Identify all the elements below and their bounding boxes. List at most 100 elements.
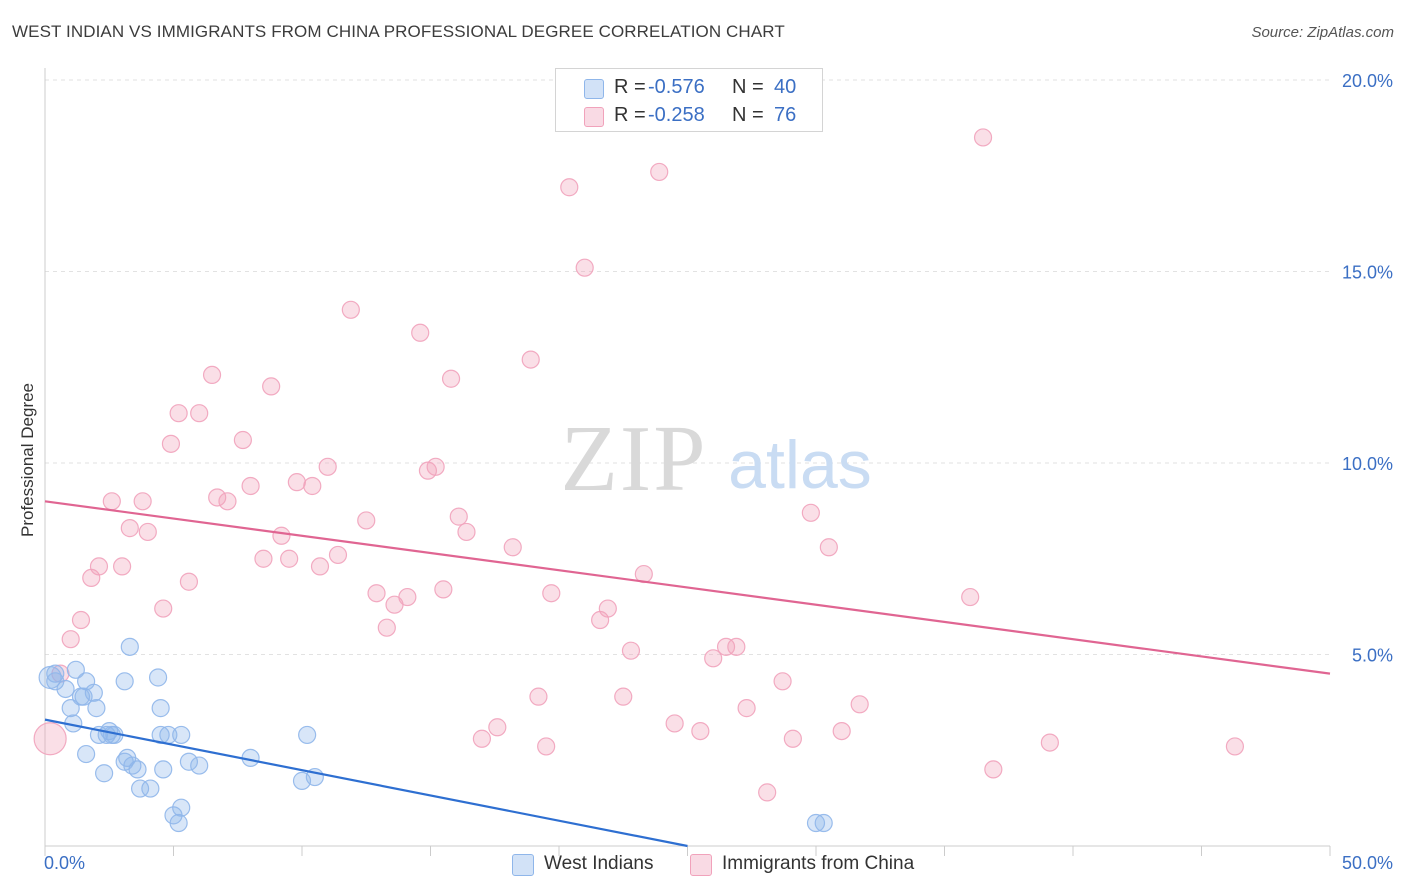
point-china xyxy=(161,434,181,453)
point-china xyxy=(819,538,838,557)
point-china xyxy=(254,549,273,568)
point-china xyxy=(598,599,617,618)
point-china xyxy=(614,687,633,706)
legend-n-value: 40 xyxy=(774,76,797,98)
point-china xyxy=(1225,737,1245,756)
point-china xyxy=(154,599,173,618)
point-west-indians xyxy=(190,756,209,775)
point-west-indians xyxy=(84,683,103,702)
trend-lines xyxy=(44,500,1331,848)
point-west-indians xyxy=(172,798,191,817)
trend-line-china xyxy=(44,500,1331,675)
point-west-indians xyxy=(298,725,317,745)
point-china xyxy=(621,641,641,660)
series-name-west-indians: West Indians xyxy=(544,853,654,874)
x-tick-label-max: 50.0% xyxy=(1342,853,1393,873)
legend-n-label: N = xyxy=(732,104,764,126)
point-china xyxy=(665,714,684,733)
point-china xyxy=(328,545,348,565)
legend-row-west-indians: R = -0.576 N = 40 xyxy=(556,73,822,101)
legend-r-value: -0.576 xyxy=(648,76,705,98)
point-china xyxy=(138,522,157,542)
point-west-indians xyxy=(179,752,199,771)
point-china xyxy=(457,522,476,542)
point-china xyxy=(758,783,777,802)
point-china xyxy=(426,457,445,476)
source-label: Source: ZipAtlas.com xyxy=(1251,24,1394,41)
legend-r-value: -0.258 xyxy=(648,104,705,126)
point-china xyxy=(169,404,188,423)
point-west-indians xyxy=(46,664,65,683)
point-china xyxy=(832,721,851,741)
series-swatch-china xyxy=(690,854,712,876)
point-china xyxy=(441,369,461,388)
point-china xyxy=(190,404,209,423)
series-swatch-west-indians xyxy=(512,854,534,876)
point-china xyxy=(716,637,736,656)
point-china xyxy=(287,473,306,492)
point-china xyxy=(521,350,540,369)
y-tick-label: 20.0% xyxy=(1342,71,1393,91)
point-china xyxy=(801,503,820,522)
point-china xyxy=(89,557,109,576)
point-china xyxy=(377,618,396,637)
x-tick-label-min: 0.0% xyxy=(44,853,85,873)
point-west-indians xyxy=(46,672,65,691)
point-china xyxy=(133,492,152,511)
point-west-indians xyxy=(118,748,137,768)
point-west-indians xyxy=(77,744,96,764)
point-china xyxy=(218,492,237,511)
point-china xyxy=(280,549,299,568)
point-west-indians xyxy=(56,679,75,699)
point-china xyxy=(411,323,430,342)
point-china xyxy=(367,584,386,603)
point-china xyxy=(472,729,491,748)
point-china xyxy=(341,300,360,319)
point-west-indians xyxy=(87,699,106,718)
point-china xyxy=(575,258,594,277)
point-china xyxy=(272,526,291,545)
point-china xyxy=(233,430,252,450)
point-china xyxy=(529,687,548,706)
point-west-indians xyxy=(806,813,826,833)
point-west-indians xyxy=(61,699,80,718)
legend-n-value: 76 xyxy=(774,104,797,126)
point-china xyxy=(984,760,1003,779)
point-china xyxy=(398,587,417,607)
point-china xyxy=(560,178,579,197)
point-china xyxy=(120,519,139,538)
point-china xyxy=(357,511,376,530)
grid-lines xyxy=(45,79,1330,655)
y-tick-label: 5.0% xyxy=(1352,646,1393,666)
point-west-indians xyxy=(130,779,150,798)
point-china xyxy=(488,718,507,737)
point-west-indians xyxy=(141,779,160,798)
point-china xyxy=(503,538,522,557)
legend-r-label: R = xyxy=(614,76,646,98)
legend-n-label: N = xyxy=(732,76,764,98)
legend-swatch-west-indians xyxy=(584,79,604,99)
legend-swatch-china xyxy=(584,107,604,127)
point-china xyxy=(737,699,756,718)
watermark: ZIP atlas xyxy=(561,407,872,511)
point-china xyxy=(112,557,132,576)
point-china xyxy=(691,721,710,741)
watermark-atlas: atlas xyxy=(728,427,872,503)
point-china xyxy=(241,476,260,496)
point-china xyxy=(704,649,723,668)
point-west-indians xyxy=(151,699,170,718)
point-china xyxy=(310,557,330,576)
point-china xyxy=(318,457,337,476)
correlation-legend: R = -0.576 N = 40 R = -0.258 N = 76 xyxy=(555,68,823,132)
point-china xyxy=(961,587,980,607)
y-tick-label: 10.0% xyxy=(1342,454,1393,474)
tick-labels: 5.0% 10.0% 15.0% 20.0% 0.0% 50.0% xyxy=(44,71,1393,873)
point-west-indians xyxy=(115,672,134,691)
point-west-indians xyxy=(172,725,191,745)
point-china xyxy=(102,492,121,511)
point-china xyxy=(71,610,91,630)
point-china xyxy=(434,580,453,599)
point-china xyxy=(973,128,993,147)
point-china xyxy=(449,507,468,526)
